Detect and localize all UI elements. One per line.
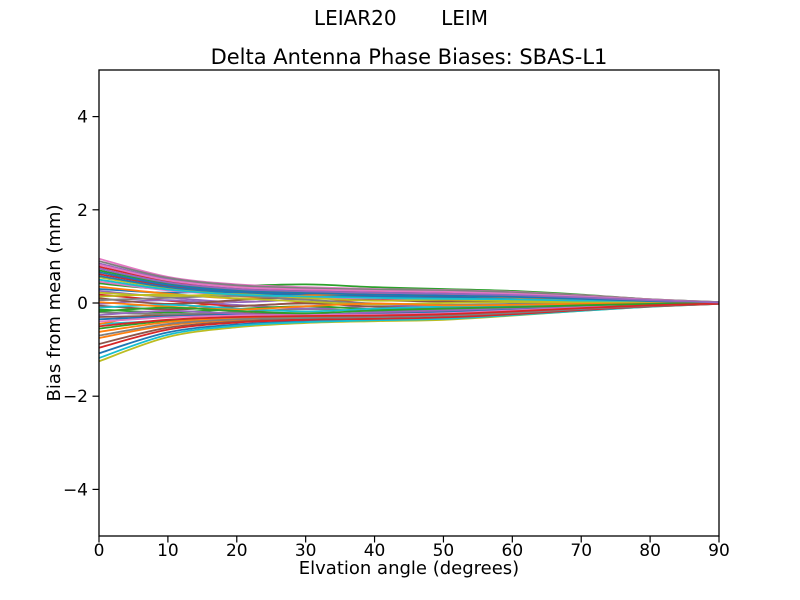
phase-bias-line xyxy=(99,302,719,315)
x-tick-label: 10 xyxy=(157,541,179,561)
x-tick-label: 90 xyxy=(708,541,730,561)
phase-bias-line xyxy=(99,278,719,304)
axes-frame xyxy=(98,69,720,537)
y-tick-label: −4 xyxy=(63,480,88,500)
y-tick-label: 2 xyxy=(77,201,88,221)
phase-bias-line xyxy=(99,302,719,328)
y-tick-label: 4 xyxy=(77,108,88,128)
x-tick-label: 0 xyxy=(94,541,105,561)
axes-title: Delta Antenna Phase Biases: SBAS-L1 xyxy=(211,45,608,69)
x-axis-label: Elvation angle (degrees) xyxy=(299,558,519,579)
series-layer xyxy=(99,257,719,363)
y-tick-label: 0 xyxy=(77,294,88,314)
phase-bias-line xyxy=(99,267,719,304)
figure-suptitle: LEIAR20 LEIM xyxy=(314,6,488,30)
x-tick-label: 40 xyxy=(364,541,386,561)
x-tick-label: 70 xyxy=(570,541,592,561)
x-tick-label: 80 xyxy=(639,541,661,561)
x-tick-label: 60 xyxy=(502,541,524,561)
x-tick-label: 50 xyxy=(433,541,455,561)
x-tick-label: 30 xyxy=(295,541,317,561)
phase-bias-line xyxy=(99,271,719,304)
y-axis-label: Bias from mean (mm) xyxy=(44,205,65,402)
x-tick-label: 20 xyxy=(226,541,248,561)
y-tick-label: −2 xyxy=(63,387,88,407)
